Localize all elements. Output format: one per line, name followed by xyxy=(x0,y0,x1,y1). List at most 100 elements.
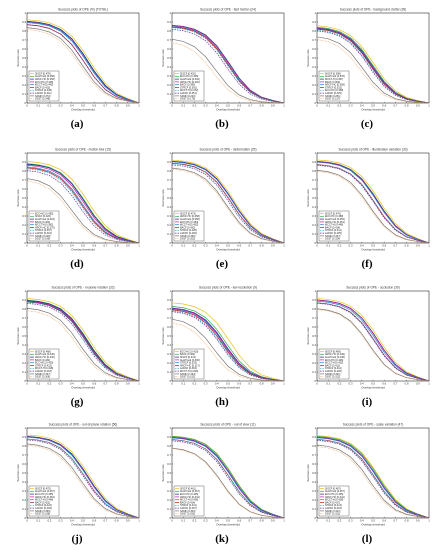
x-tick-label: 0.6 xyxy=(92,244,96,248)
legend-entry: DSST [0.292] xyxy=(180,513,195,516)
x-axis-label: Overlap threshold xyxy=(361,386,385,390)
chart-svg-h: Success plots of OPE - low resolution (9… xyxy=(161,286,285,390)
x-tick-label: 0.2 xyxy=(337,104,341,108)
y-tick-label: 0.2 xyxy=(22,223,26,227)
series-line xyxy=(26,439,140,519)
x-tick-label: 0.2 xyxy=(337,519,341,523)
x-tick-label: 0 xyxy=(26,519,28,523)
series-line xyxy=(171,168,285,244)
legend-entry: STRCF [0.422] xyxy=(35,364,52,367)
y-tick-label: 0.4 xyxy=(22,205,26,209)
y-tick-label: 0.7 xyxy=(312,453,316,457)
y-tick-label: 0.8 xyxy=(167,29,171,33)
series-line xyxy=(316,29,430,104)
y-tick-label: 0.7 xyxy=(312,316,316,320)
x-tick-label: 1 xyxy=(138,104,140,108)
y-tick-label: 0.9 xyxy=(22,435,26,439)
x-tick-label: 0.9 xyxy=(416,382,420,386)
legend-entry: DSST [0.176] xyxy=(180,98,195,101)
legend-entry: LADCF [0.397] xyxy=(180,507,197,510)
x-tick-label: 0.6 xyxy=(382,519,386,523)
x-axis-label: Overlap threshold xyxy=(216,523,240,527)
legend-entry: DSST [0.352] xyxy=(180,238,195,241)
y-tick-label: 0.1 xyxy=(22,232,26,236)
legend-entry: ECO-HC [0.454] xyxy=(180,221,199,224)
legend-entry: ECO-HC [0.455] xyxy=(35,212,54,215)
x-tick-label: 0.2 xyxy=(47,244,51,248)
y-tick-label: 0.9 xyxy=(22,160,26,164)
legend-entry: SiSCF [0.473] xyxy=(180,212,196,215)
x-tick-label: 0.6 xyxy=(92,382,96,386)
y-tick-label: 0.3 xyxy=(22,74,26,78)
series-line xyxy=(26,161,140,244)
legend-entry: ECO-HC [0.410] xyxy=(180,350,199,353)
x-tick-label: 0.3 xyxy=(349,382,353,386)
y-tick-label: 0.3 xyxy=(167,489,171,493)
legend-entry: LADCF [0.409] xyxy=(35,507,52,510)
legend-entry: ECO-HC [0.338] xyxy=(325,89,344,92)
subfigure-caption: (k) xyxy=(215,533,229,545)
x-tick-label: 0.8 xyxy=(405,244,409,248)
x-tick-label: 0.6 xyxy=(237,244,241,248)
y-tick-label: 0.1 xyxy=(22,370,26,374)
y-tick-label: 0.3 xyxy=(167,352,171,356)
legend-entry: LADCF [0.405] xyxy=(325,370,342,373)
x-axis-label: Overlap threshold xyxy=(216,386,240,390)
legend-entry: ARCF-HC [0.317] xyxy=(180,364,200,367)
y-axis-label: Success rate xyxy=(161,464,165,482)
series-line xyxy=(26,163,140,244)
legend-entry: ARCF-HC [0.458] xyxy=(180,215,200,218)
legend-entry: ARCF-HC [0.441] xyxy=(325,496,345,499)
series-line xyxy=(316,436,430,519)
legend-entry: BACF [0.362] xyxy=(180,353,195,356)
chart-panel-b: Success plots of OPE - fast motion (24) 0… xyxy=(152,5,292,141)
y-tick-label: 1 xyxy=(314,151,316,155)
x-tick-label: 0.9 xyxy=(126,382,130,386)
legend-entry: AutoTrack [0.418] xyxy=(35,218,55,221)
y-tick-label: 0.4 xyxy=(312,65,316,69)
y-axis-label: Success rate xyxy=(306,49,310,67)
series-line xyxy=(171,447,285,519)
legend-entry: LADCF [0.403] xyxy=(325,507,342,510)
legend-entry: AutoTrack [0.454] xyxy=(325,218,345,221)
x-tick-label: 1 xyxy=(283,244,285,248)
x-tick-label: 0.1 xyxy=(326,382,330,386)
y-tick-label: 0.1 xyxy=(312,232,316,236)
legend-entry: ARCF-HC [0.370] xyxy=(35,226,55,229)
y-tick-label: 0.5 xyxy=(312,471,316,475)
series-line xyxy=(171,162,285,244)
x-tick-label: 0.5 xyxy=(371,104,375,108)
y-tick-label: 0.1 xyxy=(167,232,171,236)
chart-panel-c: Success plots of OPE - background clutte… xyxy=(297,5,437,141)
y-tick-label: 0 xyxy=(24,379,26,383)
chart-svg-e: Success plots of OPE - deformation (25) 0… xyxy=(161,148,285,252)
series-line xyxy=(171,306,285,382)
x-tick-label: 1 xyxy=(138,519,140,523)
x-tick-label: 0.7 xyxy=(103,382,107,386)
legend-entry: AutoTrack [0.448] xyxy=(325,356,345,359)
x-tick-label: 0.3 xyxy=(349,519,353,523)
x-tick-label: 0.7 xyxy=(248,519,252,523)
legend-entry: AutoTrack [0.378] xyxy=(325,75,345,78)
series-line xyxy=(171,38,285,104)
x-tick-label: 0 xyxy=(26,382,28,386)
legend-entry: SAMF [0.251] xyxy=(325,95,341,98)
legend-entry: BACF [0.422] xyxy=(35,501,50,504)
y-tick-label: 0.2 xyxy=(167,498,171,502)
legend-entry: MCCT-H [0.418] xyxy=(35,367,53,370)
x-tick-label: 0.5 xyxy=(371,382,375,386)
legend-entry: SiSCF [0.469] xyxy=(325,350,341,353)
legend-entry: STRCF [0.381] xyxy=(180,86,197,89)
x-tick-label: 0.9 xyxy=(416,244,420,248)
x-axis-label: Overlap threshold xyxy=(216,248,240,252)
x-tick-label: 0.1 xyxy=(36,104,40,108)
y-tick-label: 0.5 xyxy=(167,196,171,200)
x-tick-label: 1 xyxy=(283,382,285,386)
y-tick-label: 1 xyxy=(314,426,316,430)
legend-entry: LADCF [0.333] xyxy=(35,232,52,235)
x-tick-label: 0.4 xyxy=(70,104,74,108)
series-line xyxy=(26,180,140,244)
x-tick-label: 0.7 xyxy=(103,104,107,108)
chart-title: Success plots of OPE - background clutte… xyxy=(340,8,406,12)
chart-panel-j: Success plots of OPE - out-of-plane rota… xyxy=(7,420,147,556)
